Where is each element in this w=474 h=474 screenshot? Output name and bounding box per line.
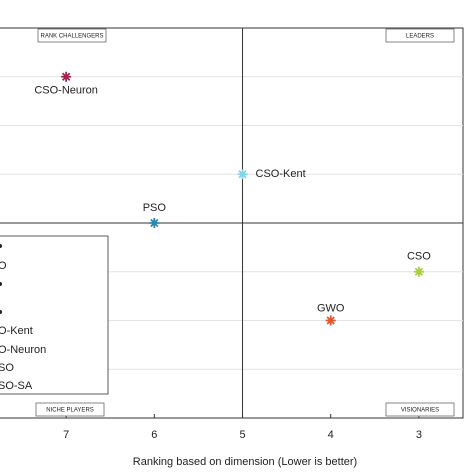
x-tick-label: 3 bbox=[416, 429, 422, 441]
legend-marker bbox=[0, 282, 2, 286]
point bbox=[413, 266, 424, 277]
point-label: CSO-Neuron bbox=[34, 85, 98, 97]
quadrant-box bbox=[35, 402, 105, 417]
quadrant-box bbox=[385, 28, 455, 43]
x-tick-label: 5 bbox=[239, 429, 245, 441]
point-label: CSO bbox=[407, 251, 431, 263]
legend-marker bbox=[0, 244, 2, 248]
legend-entry: O bbox=[0, 260, 7, 272]
legend-entry: O-Neuron bbox=[0, 344, 46, 356]
x-tick-label: 6 bbox=[151, 429, 157, 441]
quadrant-label: LEADERS bbox=[406, 34, 434, 40]
point-label: PSO bbox=[143, 202, 167, 214]
point-label: GWO bbox=[317, 302, 345, 314]
quadrant-box bbox=[385, 402, 455, 417]
legend-box bbox=[0, 235, 109, 395]
point bbox=[149, 218, 160, 228]
point bbox=[61, 71, 72, 82]
quadrant-label: RANK CHALLENGERS bbox=[40, 34, 103, 40]
x-axis-label: Ranking based on dimension (Lower is bet… bbox=[133, 456, 357, 468]
x-tick-label: 7 bbox=[63, 429, 69, 441]
x-tick-label: 4 bbox=[328, 429, 334, 441]
quadrant-label: VISIONARIES bbox=[401, 408, 439, 414]
legend-marker bbox=[0, 310, 2, 314]
quadrant-label: NICHE PLAYERS bbox=[46, 408, 94, 414]
legend-entry: SO-SA bbox=[0, 380, 33, 392]
quadrant-box bbox=[37, 28, 107, 43]
legend-entry: SO bbox=[0, 362, 14, 374]
legend-entry: O-Kent bbox=[0, 325, 33, 337]
point bbox=[237, 169, 248, 180]
point-label: CSO-Kent bbox=[256, 168, 306, 180]
point bbox=[325, 315, 336, 326]
